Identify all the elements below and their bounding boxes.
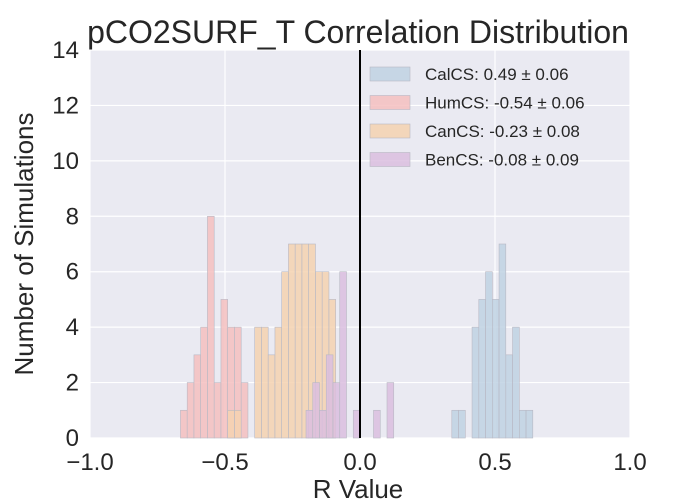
legend: CalCS: 0.49 ± 0.06 HumCS: -0.54 ± 0.06 Can… — [369, 65, 585, 170]
chart-title: pCO2SURF_T Correlation Distribution — [87, 14, 629, 50]
legend-label: CalCS: 0.49 ± 0.06 — [425, 65, 569, 84]
histogram-bar — [234, 409, 242, 439]
histogram-bar — [518, 409, 527, 439]
histogram-bar — [267, 354, 276, 439]
y-tick-label: 4 — [66, 314, 79, 341]
y-axis-title: Number of Simulations — [9, 113, 39, 376]
histogram-bar — [207, 215, 215, 439]
y-axis-ticks: 0 2 4 6 8 10 12 14 — [52, 37, 79, 452]
histogram-bar — [261, 326, 269, 439]
histogram-bars — [180, 215, 534, 439]
histogram-bar — [274, 326, 283, 439]
histogram-bar — [471, 326, 480, 439]
y-tick-label: 2 — [66, 370, 79, 397]
histogram-bar — [451, 409, 459, 439]
histogram-bar — [325, 354, 334, 439]
histogram-bar — [505, 354, 513, 439]
histogram-bar — [319, 409, 327, 439]
histogram-bar — [478, 299, 486, 439]
x-tick-label: 0.0 — [343, 449, 376, 476]
histogram-bar — [525, 409, 534, 439]
legend-swatch — [369, 152, 411, 167]
legend-label: HumCS: -0.54 ± 0.06 — [425, 94, 585, 113]
histogram-bar — [200, 326, 208, 439]
x-tick-label: 0.5 — [478, 449, 511, 476]
histogram-bar — [240, 382, 249, 439]
histogram-bar — [288, 243, 296, 439]
histogram-bar — [281, 271, 289, 439]
histogram-bar — [180, 409, 188, 439]
legend-swatch — [369, 66, 411, 82]
y-tick-label: 8 — [66, 203, 79, 230]
histogram-bar — [352, 409, 361, 439]
histogram-bar — [485, 271, 493, 439]
y-tick-label: 0 — [66, 425, 79, 452]
series-bars — [305, 271, 395, 439]
x-axis-ticks: −1.0 −0.5 0.0 0.5 1.0 — [66, 449, 646, 476]
series-bars — [451, 243, 534, 439]
y-tick-label: 6 — [66, 259, 79, 286]
histogram-bar — [373, 409, 381, 439]
series-bars — [180, 215, 249, 439]
x-axis-title: R Value — [313, 474, 404, 500]
histogram-bar — [305, 409, 314, 439]
histogram-bar — [227, 409, 235, 439]
histogram-bar — [512, 326, 520, 439]
histogram-bar — [339, 271, 347, 439]
histogram-bar — [220, 299, 228, 439]
x-tick-label: −1.0 — [66, 449, 113, 476]
histogram-bar — [498, 243, 507, 439]
legend-swatch — [369, 95, 411, 110]
legend-swatch — [369, 123, 411, 139]
legend-label: CanCS: -0.23 ± 0.08 — [425, 122, 580, 141]
histogram-bar — [312, 382, 320, 439]
histogram-bar — [386, 382, 395, 439]
histogram-bar — [491, 299, 500, 439]
y-tick-label: 14 — [52, 37, 79, 64]
histogram-bar — [458, 409, 466, 439]
histogram-bar — [332, 382, 341, 439]
x-tick-label: −0.5 — [201, 449, 248, 476]
histogram-bar — [301, 243, 310, 439]
y-tick-label: 12 — [52, 92, 79, 119]
histogram-bar — [294, 243, 303, 439]
legend-label: BenCS: -0.08 ± 0.09 — [425, 151, 579, 170]
histogram-bar — [186, 382, 195, 439]
histogram-bar — [254, 326, 262, 439]
histogram-bar — [193, 354, 201, 439]
histogram-bar — [213, 382, 222, 439]
y-tick-label: 10 — [52, 148, 79, 175]
x-tick-label: 1.0 — [613, 449, 646, 476]
